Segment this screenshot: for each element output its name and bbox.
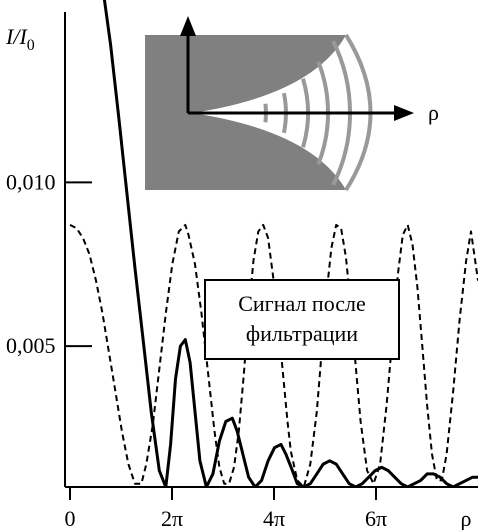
x-tick-label: 2π — [161, 506, 183, 530]
y-axis-label-sub: 0 — [27, 37, 35, 54]
x-tick-label: 0 — [65, 506, 76, 530]
y-tick-label: 0,010 — [6, 169, 56, 194]
y-ticks: 0,010 0,005 — [6, 169, 92, 358]
annotation-box — [204, 279, 400, 360]
annotation-line-2: фильтрации — [246, 321, 358, 346]
annotation-line-1: Сигнал после — [238, 291, 366, 316]
x-tick-label: ρ — [461, 506, 472, 530]
y-axis-label: I/I0 — [5, 24, 35, 54]
x-ticks: 0 2π 4π 6π ρ — [65, 487, 472, 530]
inset-horizontal-arrowhead — [394, 105, 414, 121]
x-tick-label: 4π — [263, 506, 285, 530]
inset-vertical-arrowhead — [180, 16, 196, 36]
annotation: Сигнал после фильтрации — [204, 279, 400, 360]
inset-shaded-region — [145, 35, 346, 190]
y-tick-label: 0,005 — [6, 333, 56, 358]
inset-diagram: ρ — [145, 16, 439, 192]
x-tick-label: 6π — [365, 506, 387, 530]
series-solid-line — [102, 0, 478, 487]
inset-rho-label: ρ — [428, 100, 439, 125]
